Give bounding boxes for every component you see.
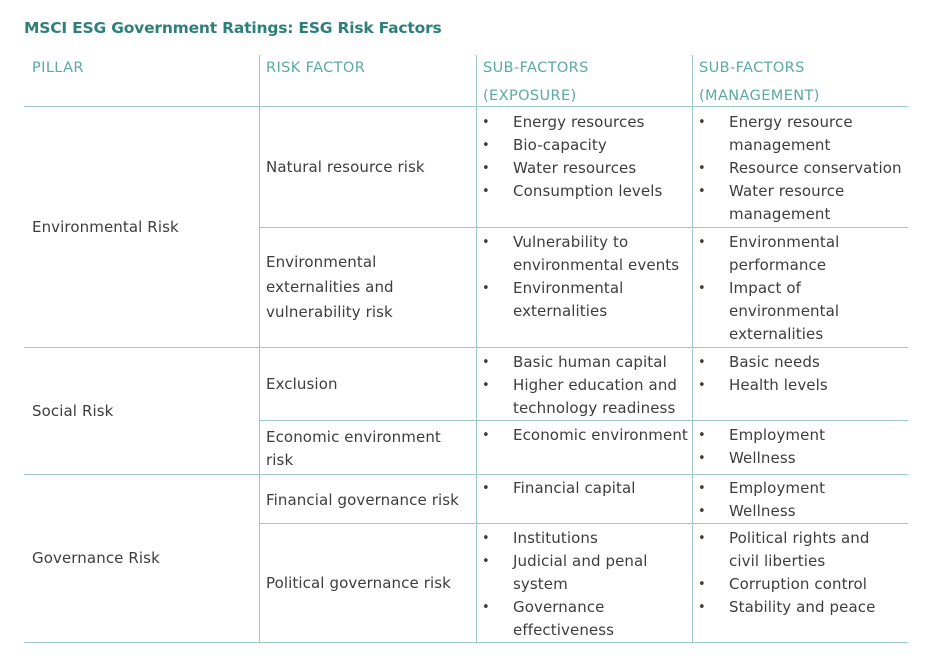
row-divider: [24, 106, 908, 107]
header-management-line1: SUB-FACTORS: [699, 60, 805, 76]
header-management: SUB-FACTORS (MANAGEMENT): [699, 54, 820, 110]
risk-factor-label: Political governance risk: [266, 573, 451, 592]
sub-factor-item: Energy resource management: [692, 111, 902, 157]
column-divider: [259, 55, 260, 643]
management-economic-environment: Employment Wellness: [692, 424, 902, 470]
sub-factor-item: Environmental externalities: [476, 277, 688, 323]
header-exposure: SUB-FACTORS (EXPOSURE): [483, 54, 589, 110]
pillar-label: Governance Risk: [32, 549, 160, 567]
risk-factor-label: Exclusion: [266, 374, 338, 393]
sub-factor-item: Higher education and technology readines…: [476, 374, 688, 420]
sub-factor-item: Water resource management: [692, 180, 902, 226]
row-divider: [260, 420, 908, 421]
sub-factor-item: Institutions: [476, 527, 688, 550]
sub-factor-item: Employment: [692, 424, 902, 447]
row-divider: [260, 227, 908, 228]
risk-factor-financial-governance: Financial governance risk: [266, 475, 471, 525]
header-management-line2: (MANAGEMENT): [699, 88, 820, 104]
pillar-environmental: Environmental Risk: [32, 107, 252, 347]
sub-factor-item: Political rights and civil liberties: [692, 527, 902, 573]
risk-factor-political-governance: Political governance risk: [266, 524, 471, 642]
row-divider: [24, 347, 908, 348]
sub-factor-item: Resource conservation: [692, 157, 902, 180]
sub-factor-item: Economic environment: [476, 424, 688, 447]
risk-factor-exclusion: Exclusion: [266, 348, 471, 420]
row-divider: [24, 474, 908, 475]
management-financial-governance: Employment Wellness: [692, 477, 902, 523]
exposure-financial-governance: Financial capital: [476, 477, 688, 500]
pillar-label: Social Risk: [32, 401, 114, 420]
sub-factor-item: Stability and peace: [692, 596, 902, 619]
exposure-environmental-externalities: Vulnerability to environmental events En…: [476, 231, 688, 323]
header-exposure-line2: (EXPOSURE): [483, 88, 577, 104]
sub-factor-item: Wellness: [692, 500, 902, 523]
column-divider: [692, 55, 693, 643]
row-divider: [260, 523, 908, 524]
risk-factor-label: Environmental externalities and vulnerab…: [266, 253, 394, 321]
sub-factor-item: Judicial and penal system: [476, 550, 688, 596]
header-exposure-line1: SUB-FACTORS: [483, 60, 589, 76]
row-divider: [24, 642, 908, 643]
management-political-governance: Political rights and civil liberties Cor…: [692, 527, 902, 619]
risk-factor-label: Economic environment risk: [266, 428, 441, 469]
sub-factor-item: Basic needs: [692, 351, 902, 374]
sub-factor-item: Energy resources: [476, 111, 688, 134]
sub-factor-item: Water resources: [476, 157, 688, 180]
column-divider: [476, 55, 477, 643]
header-pillar: PILLAR: [32, 60, 84, 76]
risk-factor-economic-environment: Economic environment risk: [266, 421, 471, 477]
management-natural-resource: Energy resource management Resource cons…: [692, 111, 902, 226]
sub-factor-item: Health levels: [692, 374, 902, 397]
exposure-economic-environment: Economic environment: [476, 424, 688, 447]
sub-factor-item: Environmental performance: [692, 231, 902, 277]
sub-factor-item: Financial capital: [476, 477, 688, 500]
page-title: MSCI ESG Government Ratings: ESG Risk Fa…: [24, 19, 442, 37]
sub-factor-item: Bio-capacity: [476, 134, 688, 157]
sub-factor-item: Governance effectiveness: [476, 596, 688, 642]
sub-factor-item: Consumption levels: [476, 180, 688, 203]
sub-factor-item: Employment: [692, 477, 902, 500]
risk-factor-natural-resource: Natural resource risk: [266, 107, 471, 227]
risk-factor-label: Natural resource risk: [266, 157, 425, 176]
management-environmental-externalities: Environmental performance Impact of envi…: [692, 231, 902, 346]
pillar-governance: Governance Risk: [32, 475, 252, 642]
pillar-social: Social Risk: [32, 348, 252, 474]
header-risk-factor: RISK FACTOR: [266, 60, 366, 76]
risk-factor-label: Financial governance risk: [266, 490, 459, 509]
sub-factor-item: Impact of environmental externalities: [692, 277, 902, 346]
sub-factor-item: Basic human capital: [476, 351, 688, 374]
pillar-label: Environmental Risk: [32, 217, 179, 236]
exposure-exclusion: Basic human capital Higher education and…: [476, 351, 688, 420]
management-exclusion: Basic needs Health levels: [692, 351, 902, 397]
exposure-political-governance: Institutions Judicial and penal system G…: [476, 527, 688, 642]
risk-factor-environmental-externalities: Environmental externalities and vulnerab…: [266, 228, 472, 347]
exposure-natural-resource: Energy resources Bio-capacity Water reso…: [476, 111, 688, 203]
sub-factor-item: Vulnerability to environmental events: [476, 231, 688, 277]
sub-factor-item: Corruption control: [692, 573, 902, 596]
sub-factor-item: Wellness: [692, 447, 902, 470]
